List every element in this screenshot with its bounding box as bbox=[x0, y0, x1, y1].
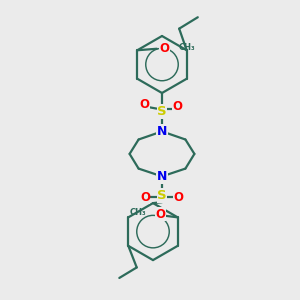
Text: CH₃: CH₃ bbox=[178, 43, 195, 52]
Text: O: O bbox=[159, 42, 169, 55]
Text: N: N bbox=[157, 125, 167, 138]
Text: O: O bbox=[172, 100, 183, 113]
Text: N: N bbox=[157, 125, 167, 138]
Text: S: S bbox=[157, 105, 167, 118]
Text: O: O bbox=[173, 190, 184, 204]
Text: O: O bbox=[140, 98, 150, 112]
Text: N: N bbox=[157, 170, 167, 183]
Text: O: O bbox=[140, 190, 150, 204]
Text: CH₃: CH₃ bbox=[129, 208, 146, 217]
Text: S: S bbox=[157, 189, 167, 202]
Text: O: O bbox=[155, 208, 165, 221]
